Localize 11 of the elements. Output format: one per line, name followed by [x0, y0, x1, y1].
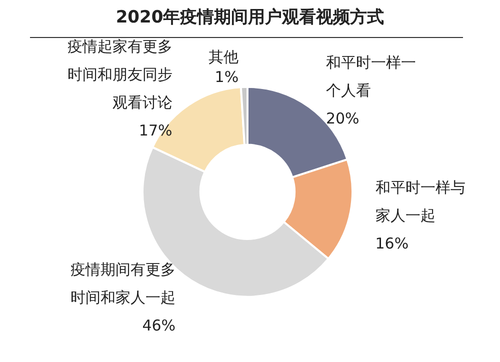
slice-label: 疫情期间有更多时间和家人一起 [70, 260, 176, 306]
slice-label: 其他 [208, 48, 239, 66]
data-label: 17% [138, 121, 172, 140]
slice-label: 和平时一样与家人一起 [375, 178, 466, 224]
data-label: 46% [142, 316, 176, 334]
data-label: 1% [214, 68, 239, 86]
slice-label: 疫情起家有更多时间和朋友同步观看讨论 [67, 37, 172, 112]
slice-label: 和平时一样一个人看 [326, 54, 416, 100]
data-label: 16% [375, 234, 409, 252]
chart-title: 2020年疫情期间用户观看视频方式 [116, 8, 384, 28]
data-label: 20% [326, 110, 360, 128]
